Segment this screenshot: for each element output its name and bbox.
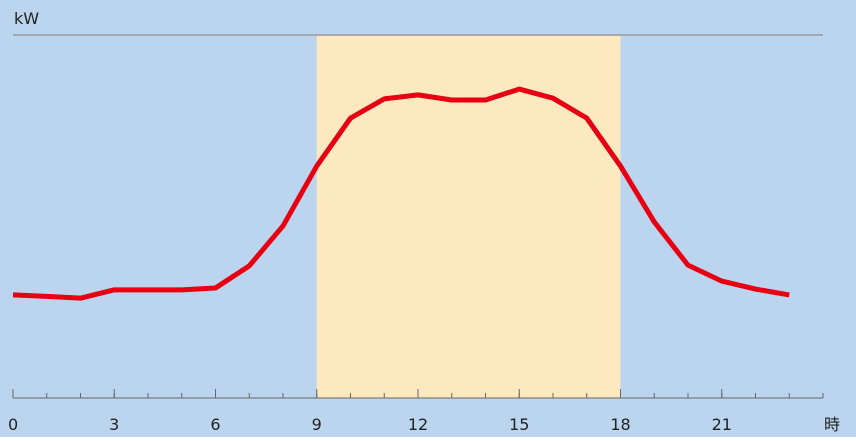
x-tick-label: 3: [109, 415, 119, 434]
highlight-band: [316, 35, 621, 398]
series-line: [12, 86, 790, 301]
x-tick-label: 21: [712, 415, 732, 434]
x-tick-label: 12: [408, 415, 428, 434]
x-tick-label: 15: [509, 415, 529, 434]
y-axis-label: kW: [14, 9, 39, 28]
x-tick-label: 6: [210, 415, 220, 434]
x-axis-label: 時: [824, 415, 840, 434]
x-tick-label: 18: [610, 415, 630, 434]
x-tick-label: 9: [312, 415, 322, 434]
x-tick-label: 0: [8, 415, 18, 434]
